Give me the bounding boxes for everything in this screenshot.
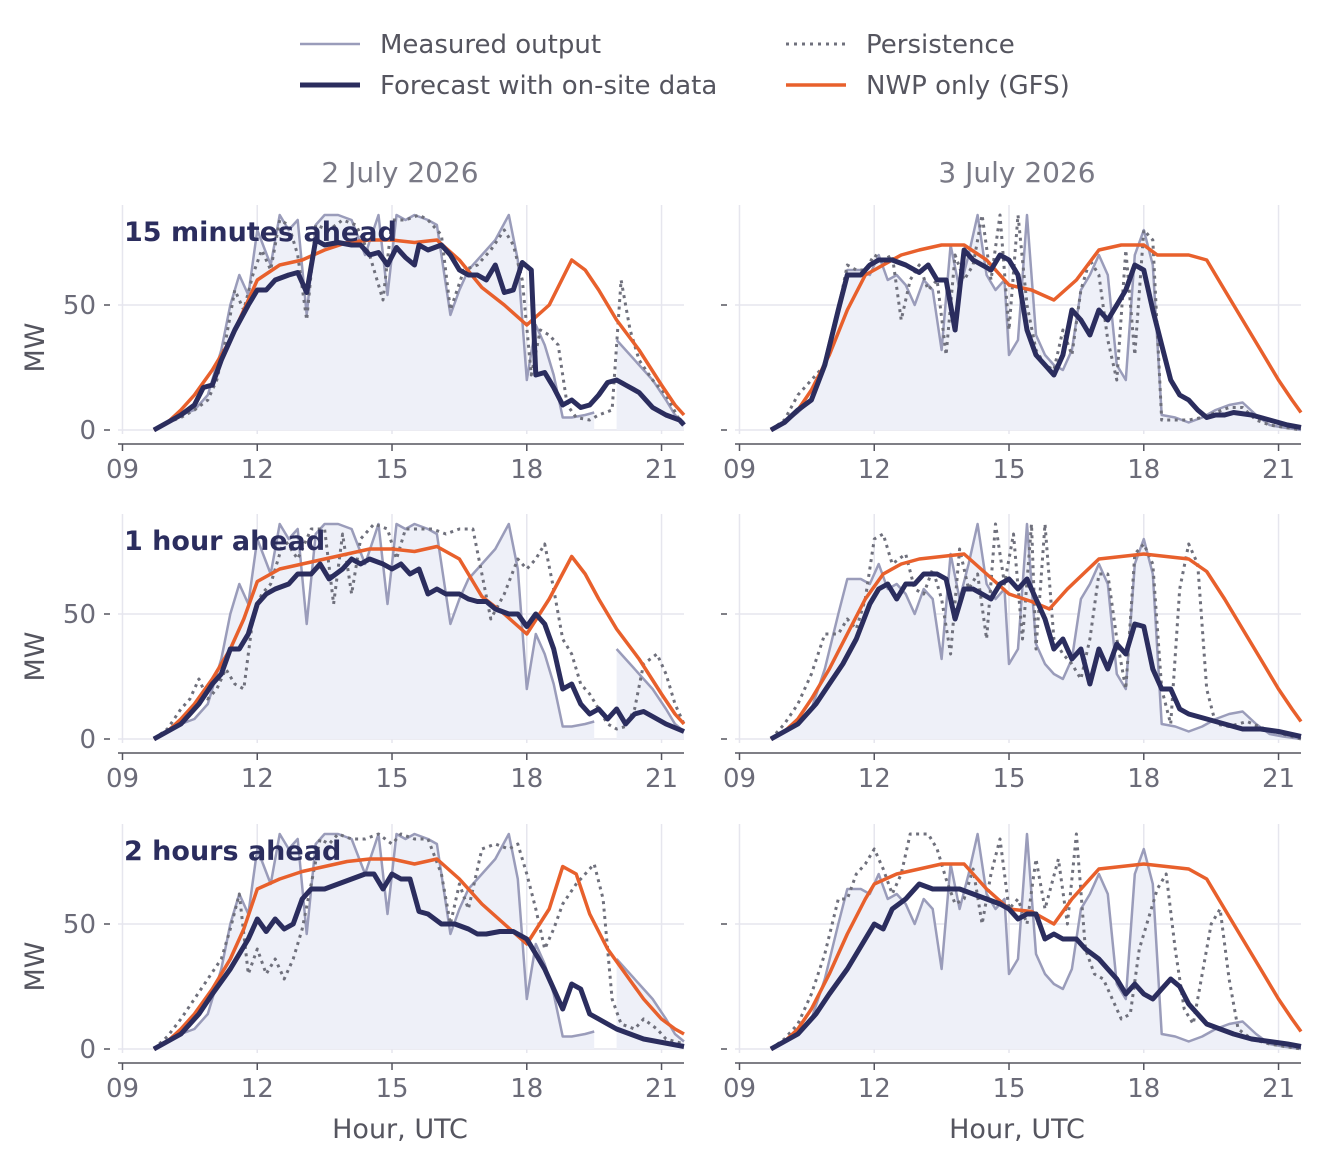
panel-2-1: 09 12 15 18 21 0 50 MW 1 hour ahead — [20, 514, 686, 794]
x-tick-label: 12 — [858, 764, 891, 794]
panel-2-2: 09 12 15 18 21 — [721, 514, 1303, 794]
x-tick-label: 15 — [992, 764, 1025, 794]
legend: Measured output Persistence Forecast with … — [300, 30, 1070, 101]
column-title-1: 2 July 2026 — [321, 156, 478, 189]
legend-entry-forecast: Forecast with on-site data — [300, 71, 717, 101]
legend-entry-nwp: NWP only (GFS) — [786, 71, 1070, 101]
row-label-1: 15 minutes ahead — [124, 217, 397, 248]
row-label-2: 1 hour ahead — [124, 526, 325, 557]
x-tick-label: 09 — [723, 1074, 756, 1104]
column-titles: 2 July 2026 3 July 2026 — [321, 156, 1095, 189]
panels: 09 12 15 18 21 0 50 MW 15 minutes ahead 09 12 15 18 2… — [20, 205, 1303, 1104]
x-tick-label: 15 — [375, 1074, 408, 1104]
legend-entry-persistence: Persistence — [786, 30, 1015, 60]
series-persistence-line — [152, 832, 685, 1051]
x-tick-label: 12 — [858, 455, 891, 485]
x-tick-label: 21 — [645, 1074, 678, 1104]
series-nwp-line — [153, 857, 685, 1051]
x-tick-label: 15 — [992, 455, 1025, 485]
y-tick-label: 50 — [63, 291, 96, 321]
x-tick-label: 21 — [1262, 455, 1295, 485]
series-forecast-line — [152, 237, 686, 433]
series-forecast-line — [769, 881, 1302, 1052]
x-tick-label: 15 — [992, 1074, 1025, 1104]
legend-label-nwp: NWP only (GFS) — [866, 71, 1070, 101]
x-tick-label: 18 — [1127, 764, 1160, 794]
x-tick-label: 12 — [241, 764, 274, 794]
x-tick-label: 18 — [1127, 1074, 1160, 1104]
y-tick-label: 0 — [79, 1035, 96, 1065]
x-tick-label: 09 — [723, 455, 756, 485]
x-tick-label: 21 — [1262, 764, 1295, 794]
series-persistence-line — [769, 522, 1302, 741]
x-tick-label: 21 — [645, 455, 678, 485]
y-tick-label: 50 — [63, 600, 96, 630]
x-tick-label: 15 — [375, 455, 408, 485]
series-forecast-line — [769, 571, 1302, 742]
x-tick-label: 18 — [1127, 455, 1160, 485]
series-measured-line — [615, 958, 685, 1043]
legend-label-forecast: Forecast with on-site data — [380, 71, 717, 101]
x-tick-label: 12 — [241, 1074, 274, 1104]
panel-1-1: 09 12 15 18 21 0 50 MW 15 minutes ahead — [20, 205, 686, 485]
measured-area — [770, 215, 1301, 430]
x-tick-label: 18 — [510, 455, 543, 485]
y-tick-label: 0 — [79, 416, 96, 446]
series-nwp-line — [770, 552, 1303, 741]
x-tick-label: 12 — [858, 1074, 891, 1104]
x-tick-label: 15 — [375, 764, 408, 794]
y-axis-label: MW — [20, 323, 51, 373]
measured-area — [616, 340, 684, 430]
panel-1-2: 09 12 15 18 21 — [721, 205, 1303, 485]
panel-3-2: 09 12 15 18 21 — [721, 824, 1303, 1104]
measured-area — [770, 524, 1301, 739]
x-axis-labels: Hour, UTC Hour, UTC — [332, 1114, 1085, 1145]
series-forecast-line — [152, 871, 685, 1052]
measured-area — [153, 215, 595, 430]
panel-3-1: 09 12 15 18 21 0 50 MW 2 hours ahead — [20, 824, 685, 1104]
series-nwp-line — [770, 243, 1303, 432]
measured-area — [770, 834, 1301, 1049]
legend-label-persistence: Persistence — [866, 30, 1015, 60]
x-tick-label: 09 — [106, 455, 139, 485]
x-tick-label: 09 — [106, 1074, 139, 1104]
series-measured-line — [615, 648, 685, 733]
y-tick-label: 50 — [63, 910, 96, 940]
x-tick-label: 12 — [241, 455, 274, 485]
y-axis-label: MW — [20, 632, 51, 682]
legend-label-measured: Measured output — [380, 30, 601, 60]
x-tick-label: 18 — [510, 764, 543, 794]
series-forecast-line — [152, 556, 685, 742]
x-tick-label: 09 — [106, 764, 139, 794]
series-forecast-line — [769, 247, 1302, 433]
row-label-3: 2 hours ahead — [124, 836, 341, 867]
series-persistence-line — [770, 832, 1302, 1051]
x-tick-label: 21 — [1262, 1074, 1295, 1104]
x-tick-label: 21 — [645, 764, 678, 794]
x-tick-label: 18 — [510, 1074, 543, 1104]
y-tick-label: 0 — [79, 725, 96, 755]
x-tick-label: 09 — [723, 764, 756, 794]
x-axis-label: Hour, UTC — [949, 1114, 1085, 1145]
column-title-2: 3 July 2026 — [938, 156, 1095, 189]
x-axis-label: Hour, UTC — [332, 1114, 468, 1145]
y-axis-label: MW — [20, 942, 51, 992]
legend-entry-measured: Measured output — [300, 30, 601, 60]
